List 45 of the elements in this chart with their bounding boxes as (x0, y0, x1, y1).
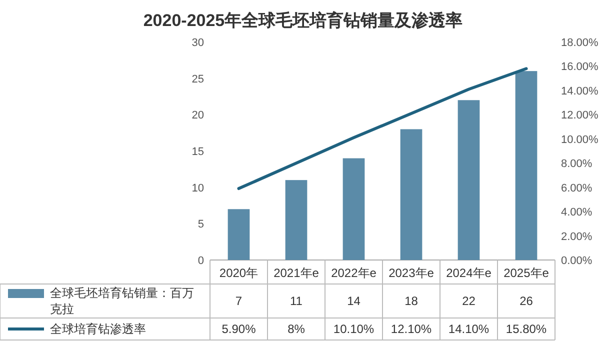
bar (400, 129, 422, 260)
y2-tick-label: 0.00% (561, 255, 592, 267)
data-label: 15.80% (506, 322, 547, 336)
y2-tick-label: 16.00% (561, 61, 599, 74)
legend-label: 全球培育钻渗透率 (50, 322, 146, 336)
data-label: 7 (235, 294, 242, 308)
y-tick-label: 0 (198, 255, 204, 267)
x-tick-label: 2023年e (388, 266, 434, 280)
y-tick-label: 30 (192, 37, 204, 49)
data-label: 12.10% (390, 322, 432, 336)
y-tick-label: 10 (192, 182, 204, 194)
x-tick-label: 2022年e (331, 266, 377, 280)
line-series (237, 67, 528, 190)
y2-tick-label: 18.00% (561, 37, 599, 49)
y-tick-label: 15 (192, 146, 204, 158)
bar (285, 180, 308, 260)
bar (458, 100, 480, 260)
x-tick-label: 2021年e (274, 266, 320, 280)
y2-tick-label: 12.00% (561, 110, 599, 122)
data-label: 8% (288, 322, 306, 336)
chart-title: 2020-2025年全球毛坯培育钻销量及渗透率 (143, 10, 463, 30)
bar (515, 71, 538, 260)
legend-label: 全球毛坯培育钻销量：百万克拉 (50, 286, 194, 316)
data-label: 18 (404, 294, 418, 308)
x-tick-label: 2025年e (504, 266, 550, 280)
y2-tick-label: 6.00% (561, 182, 592, 194)
bar (342, 158, 365, 260)
data-label: 11 (290, 294, 303, 308)
x-tick-label: 2024年e (446, 266, 492, 280)
y2-tick-label: 4.00% (561, 206, 592, 219)
y-tick-label: 25 (192, 73, 204, 86)
y2-tick-label: 8.00% (561, 158, 592, 170)
data-label: 14.10% (448, 322, 490, 336)
y2-tick-label: 14.00% (561, 85, 599, 98)
y-tick-label: 20 (192, 110, 204, 122)
y-tick-label: 5 (198, 218, 204, 231)
y2-tick-label: 2.00% (561, 230, 592, 243)
data-label: 14 (347, 294, 361, 308)
data-label: 22 (462, 294, 476, 308)
y2-tick-label: 10.00% (561, 134, 599, 146)
bar (228, 209, 250, 260)
data-label: 10.10% (333, 322, 374, 336)
data-label: 26 (520, 294, 534, 308)
x-tick-label: 2020年 (219, 266, 258, 280)
data-label: 5.90% (222, 322, 256, 336)
